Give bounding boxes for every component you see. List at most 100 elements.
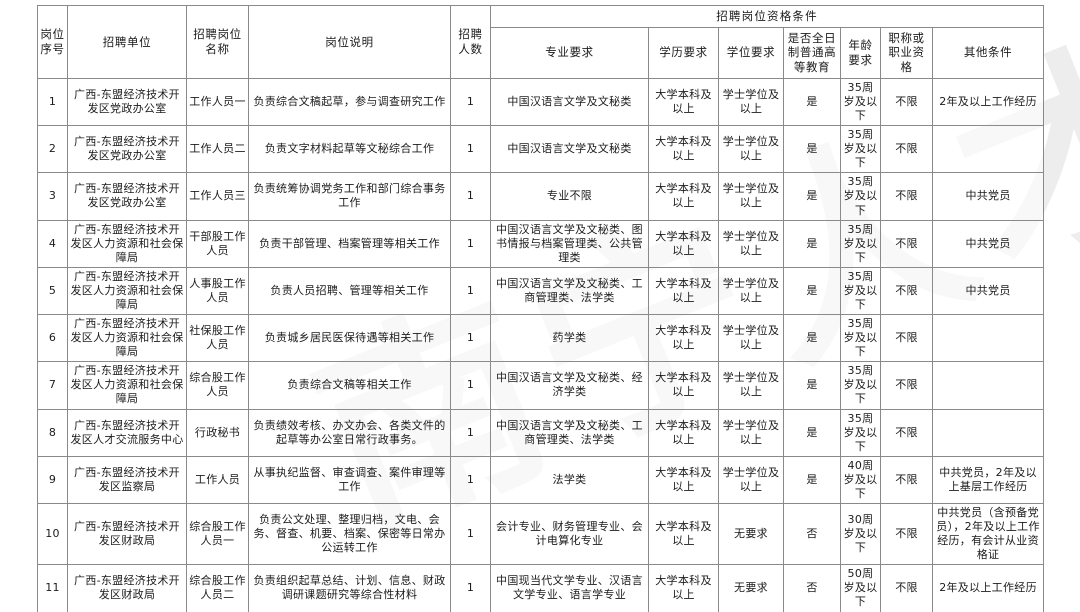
table-row: 7 广西-东盟经济技术开发区人力资源和社会保障局 综合股工作人员 负责综合文稿等相关工…: [37, 361, 1045, 410]
row-major: 药学类: [490, 314, 649, 363]
row-unit: 广西-东盟经济技术开发区人才交流服务中心: [67, 408, 187, 457]
row-age: 50周岁及以下: [840, 564, 881, 612]
row-major: 中国汉语言文学及文秘类: [490, 77, 649, 127]
row-major: 中国汉语言文学及文秘类、经济学类: [490, 361, 649, 410]
row-index: 6: [37, 314, 68, 363]
row-fulltime: 是: [783, 455, 841, 504]
row-major: 中国汉语言文学及文秘类、图书情报与档案管理类、公共管理类: [490, 219, 649, 268]
recruitment-table-container: 岗位序号 招聘单位 招聘岗位名称 岗位说明 招聘人数 招聘岗位资格条件 专业要求…: [37, 5, 1045, 612]
row-position-name: 行政秘书: [186, 408, 249, 457]
header-index: 岗位序号: [37, 5, 68, 79]
table-row: 8 广西-东盟经济技术开发区人才交流服务中心 行政秘书 负责绩效考核、办文办会、各类文…: [37, 408, 1045, 457]
row-position-name: 干部股工作人员: [186, 219, 249, 268]
row-index: 5: [37, 266, 68, 316]
row-title-cert: 不限: [880, 172, 933, 221]
row-headcount: 1: [450, 408, 491, 457]
row-age: 35周岁及以下: [840, 172, 881, 221]
row-degree: 学士学位及以上: [718, 219, 784, 268]
row-unit: 广西-东盟经济技术开发区人力资源和社会保障局: [67, 219, 187, 268]
row-other: 中共党员: [931, 172, 1045, 221]
header-unit: 招聘单位: [67, 5, 187, 79]
table-row: 9 广西-东盟经济技术开发区监察局 工作人员 从事执纪监督、审查调查、案件审理等工作 1…: [37, 455, 1045, 504]
row-title-cert: 不限: [880, 564, 933, 612]
row-fulltime: 否: [783, 564, 841, 612]
row-other: 中共党员: [931, 219, 1045, 268]
header-row-top: 岗位序号 招聘单位 招聘岗位名称 岗位说明 招聘人数 招聘岗位资格条件: [37, 5, 1045, 79]
row-headcount: 1: [450, 564, 491, 612]
row-index: 3: [37, 172, 68, 221]
row-education: 大学本科及以上: [648, 266, 719, 316]
row-age: 30周岁及以下: [840, 502, 881, 566]
row-position-name: 工作人员二: [186, 125, 249, 174]
row-description: 负责城乡居民医保待遇等相关工作: [248, 314, 451, 363]
row-index: 11: [37, 564, 68, 612]
row-headcount: 1: [450, 361, 491, 410]
row-description: 负责文字材料起草等文秘综合工作: [248, 125, 451, 174]
row-education: 大学本科及以上: [648, 502, 719, 566]
row-fulltime: 是: [783, 361, 841, 410]
table-row: 4 广西-东盟经济技术开发区人力资源和社会保障局 干部股工作人员 负责干部管理、档案管…: [37, 219, 1045, 268]
row-title-cert: 不限: [880, 314, 933, 363]
row-headcount: 1: [450, 219, 491, 268]
row-title-cert: 不限: [880, 455, 933, 504]
row-description: 负责统筹协调党务工作和部门综合事务工作: [248, 172, 451, 221]
table-row: 1 广西-东盟经济技术开发区党政办公室 工作人员一 负责综合文稿起草，参与调查研究工作…: [37, 77, 1045, 127]
row-degree: 学士学位及以上: [718, 361, 784, 410]
row-degree: 无要求: [718, 502, 784, 566]
header-description: 岗位说明: [248, 5, 451, 79]
row-description: 负责干部管理、档案管理等相关工作: [248, 219, 451, 268]
row-description: 负责综合文稿起草，参与调查研究工作: [248, 77, 451, 127]
row-position-name: 综合股工作人员二: [186, 564, 249, 612]
row-title-cert: 不限: [880, 219, 933, 268]
row-index: 4: [37, 219, 68, 268]
row-education: 大学本科及以上: [648, 314, 719, 363]
row-unit: 广西-东盟经济技术开发区党政办公室: [67, 172, 187, 221]
table-row: 11 广西-东盟经济技术开发区财政局 综合股工作人员二 负责组织起草总结、计划、信息、…: [37, 564, 1045, 612]
row-title-cert: 不限: [880, 125, 933, 174]
row-unit: 广西-东盟经济技术开发区人力资源和社会保障局: [67, 266, 187, 316]
row-position-name: 工作人员三: [186, 172, 249, 221]
row-title-cert: 不限: [880, 77, 933, 127]
row-age: 35周岁及以下: [840, 361, 881, 410]
row-degree: 无要求: [718, 564, 784, 612]
recruitment-table: 岗位序号 招聘单位 招聘岗位名称 岗位说明 招聘人数 招聘岗位资格条件 专业要求…: [37, 5, 1045, 612]
row-fulltime: 是: [783, 408, 841, 457]
row-position-name: 综合股工作人员一: [186, 502, 249, 566]
row-fulltime: 是: [783, 172, 841, 221]
row-title-cert: 不限: [880, 361, 933, 410]
row-other: 中共党员: [931, 266, 1045, 316]
row-unit: 广西-东盟经济技术开发区财政局: [67, 502, 187, 566]
row-position-name: 人事股工作人员: [186, 266, 249, 316]
header-title-cert: 职称或职业资格: [880, 26, 933, 79]
row-education: 大学本科及以上: [648, 172, 719, 221]
row-degree: 学士学位及以上: [718, 408, 784, 457]
row-fulltime: 否: [783, 502, 841, 566]
row-education: 大学本科及以上: [648, 408, 719, 457]
row-other: [931, 125, 1045, 174]
row-degree: 学士学位及以上: [718, 266, 784, 316]
row-major: 专业不限: [490, 172, 649, 221]
header-major: 专业要求: [490, 26, 649, 79]
row-headcount: 1: [450, 455, 491, 504]
row-major: 中国汉语言文学及文秘类、工商管理类、法学类: [490, 408, 649, 457]
row-description: 负责综合文稿等相关工作: [248, 361, 451, 410]
row-other: [931, 314, 1045, 363]
row-unit: 广西-东盟经济技术开发区党政办公室: [67, 125, 187, 174]
row-age: 40周岁及以下: [840, 455, 881, 504]
table-body: 1 广西-东盟经济技术开发区党政办公室 工作人员一 负责综合文稿起草，参与调查研究工作…: [37, 77, 1045, 612]
row-education: 大学本科及以上: [648, 455, 719, 504]
row-major: 中国现当代文学专业、汉语言文学专业、语言学专业: [490, 564, 649, 612]
header-fulltime: 是否全日制普通高等教育: [783, 26, 841, 79]
row-title-cert: 不限: [880, 502, 933, 566]
row-age: 35周岁及以下: [840, 125, 881, 174]
header-position-name: 招聘岗位名称: [186, 5, 249, 79]
row-fulltime: 是: [783, 125, 841, 174]
row-fulltime: 是: [783, 314, 841, 363]
row-headcount: 1: [450, 314, 491, 363]
row-major: 会计专业、财务管理专业、会计电算化专业: [490, 502, 649, 566]
table-row: 5 广西-东盟经济技术开发区人力资源和社会保障局 人事股工作人员 负责人员招聘、管理等…: [37, 266, 1045, 316]
row-age: 35周岁及以下: [840, 77, 881, 127]
header-education: 学历要求: [648, 26, 719, 79]
row-position-name: 工作人员一: [186, 77, 249, 127]
row-degree: 学士学位及以上: [718, 125, 784, 174]
